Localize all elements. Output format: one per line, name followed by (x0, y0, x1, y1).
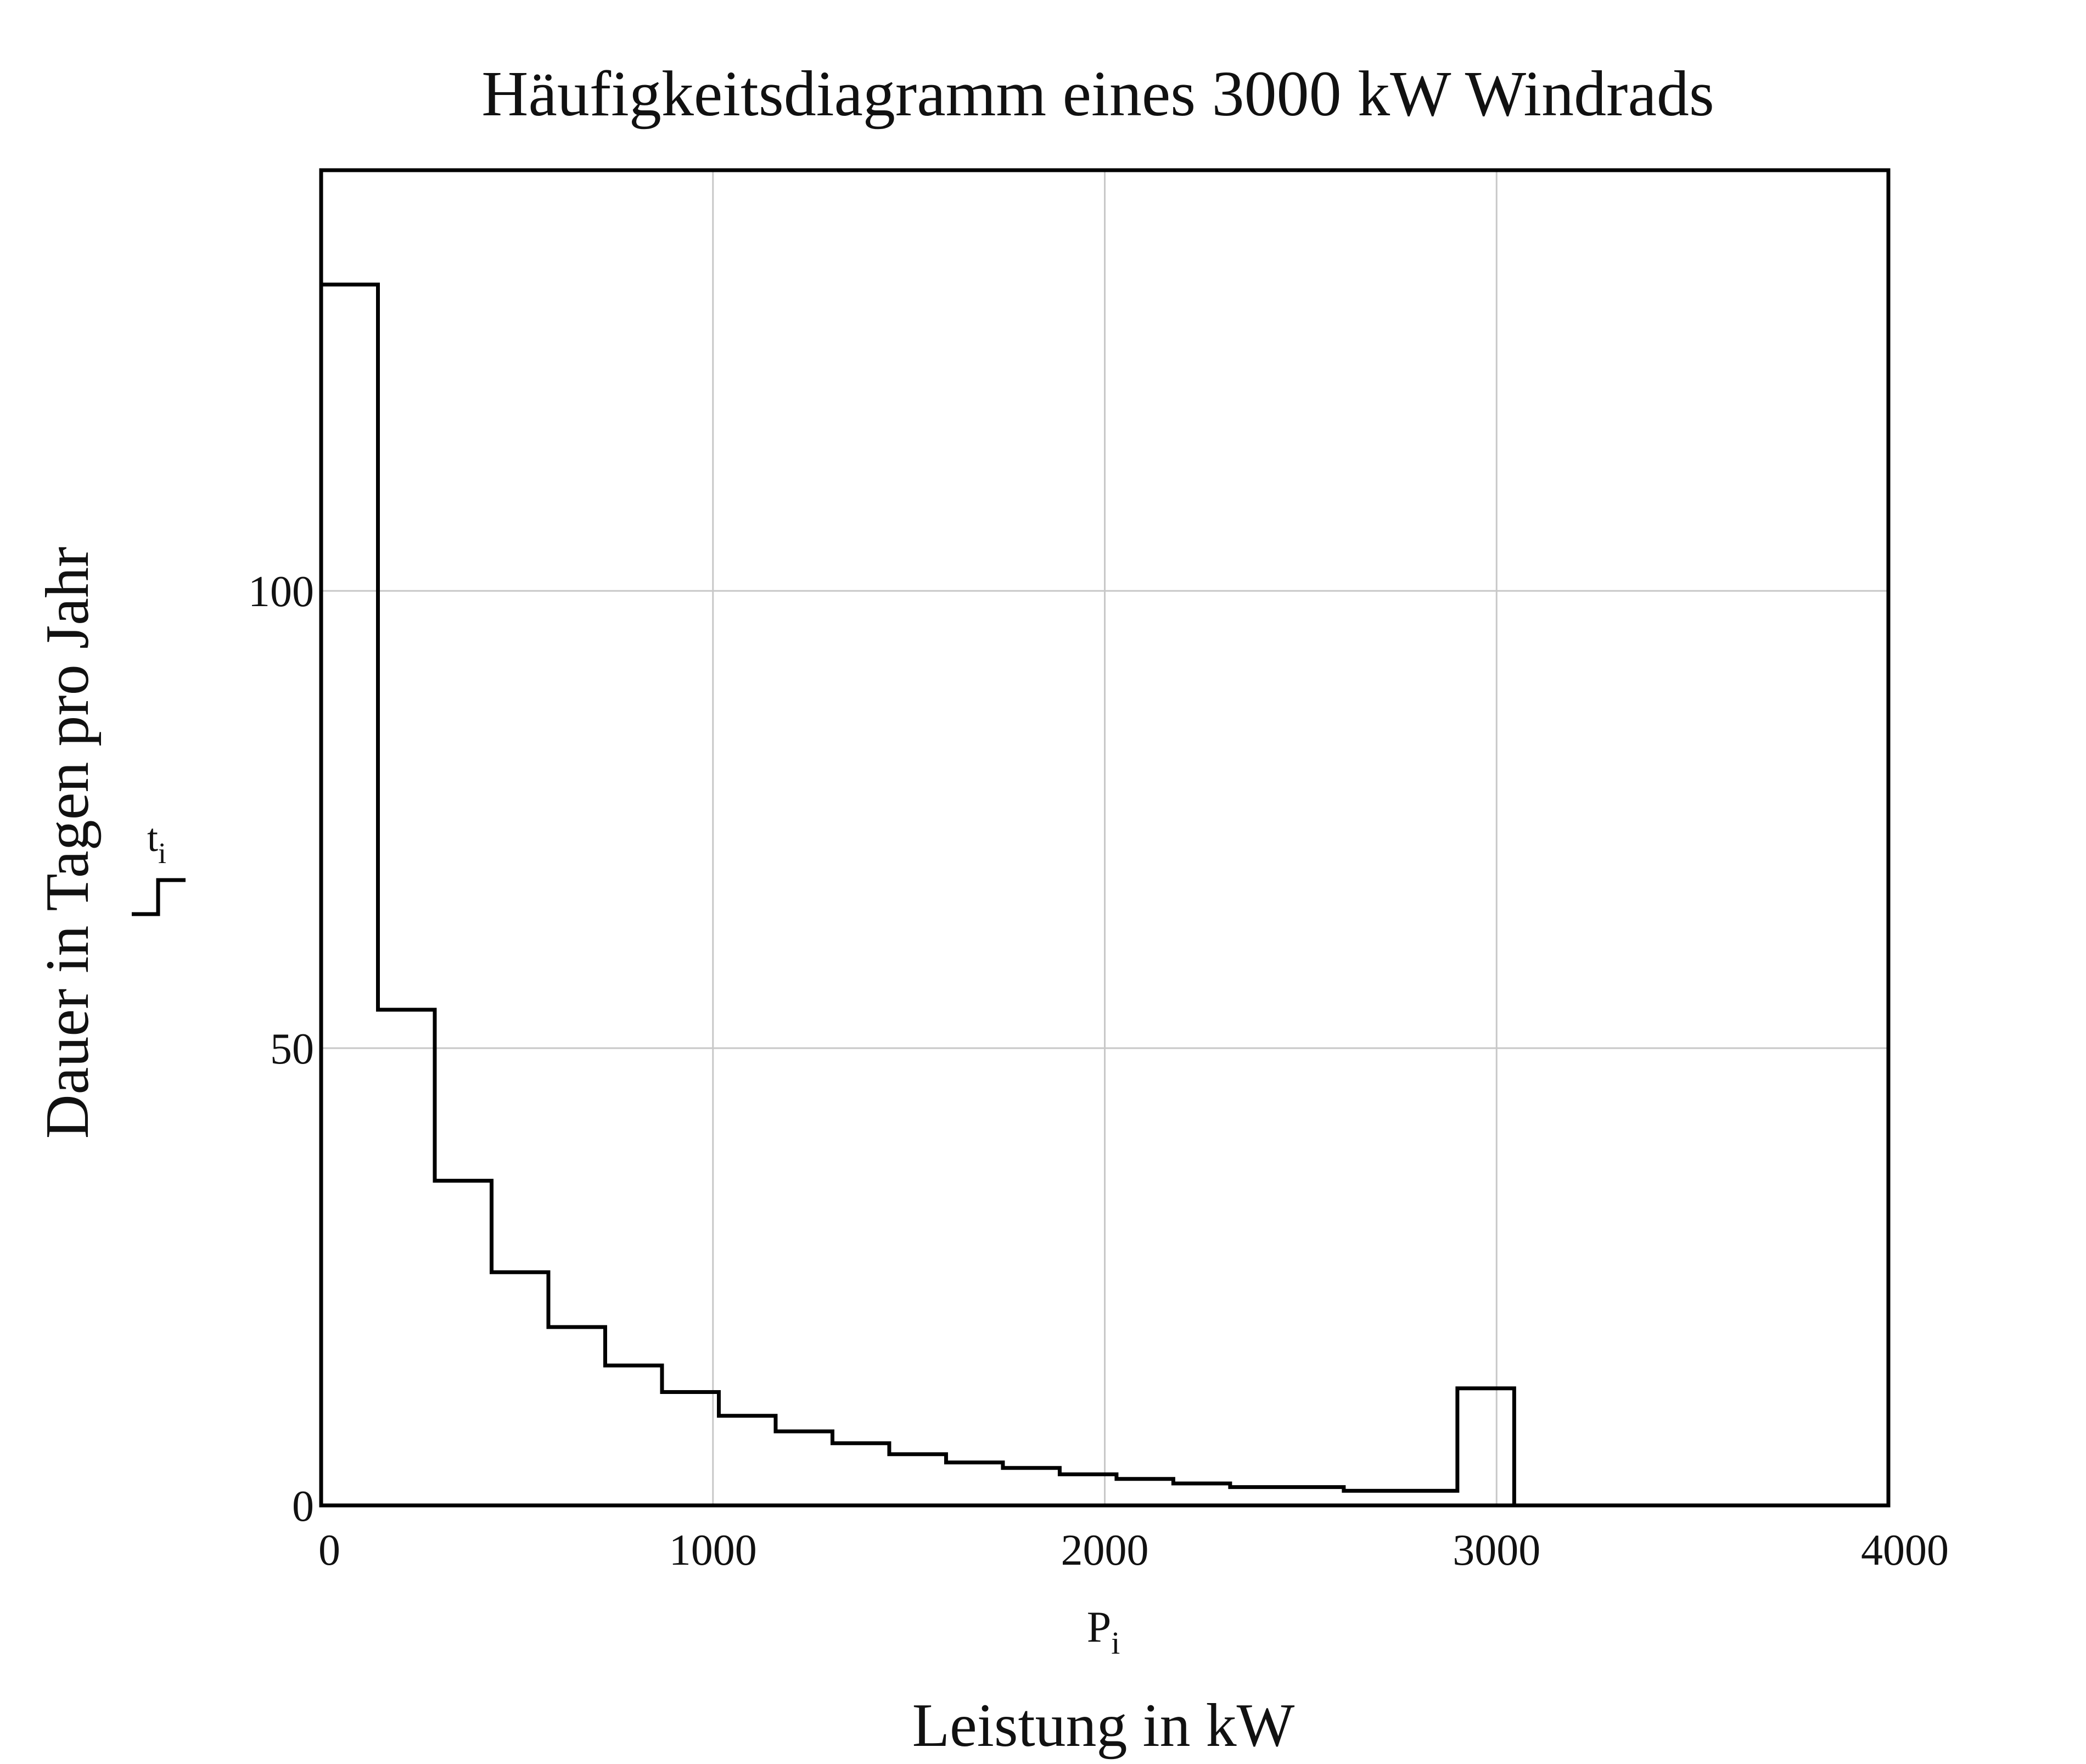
step-series-line (321, 282, 1516, 1505)
plot-frame (319, 168, 1891, 1508)
step-legend-icon (132, 878, 186, 916)
grid (320, 170, 1889, 1507)
y-tick-label: 100 (248, 568, 314, 616)
x-variable-label: Pi (1087, 1603, 1120, 1661)
y-axis-label: Dauer in Tagen pro Jahr (33, 547, 102, 1139)
x-variable-base: P (1087, 1603, 1112, 1651)
x-tick-label: 4000 (1861, 1526, 1949, 1575)
x-tick-label: 0 (318, 1526, 340, 1575)
x-tick-label: 1000 (669, 1526, 757, 1575)
y-variable-label: ti (147, 816, 166, 870)
x-tick-labels: 0 1000 2000 3000 4000 (318, 1526, 1949, 1575)
x-axis-label: Leistung in kW (912, 1692, 1295, 1760)
x-variable-sub: i (1111, 1625, 1120, 1661)
x-tick-label: 3000 (1453, 1526, 1540, 1575)
y-tick-label: 50 (270, 1025, 314, 1073)
y-variable-sub: i (158, 837, 166, 870)
y-tick-labels: 0 50 100 (248, 568, 314, 1531)
y-variable-base: t (147, 816, 158, 860)
y-tick-label: 0 (292, 1482, 314, 1531)
chart-title: Häufigkeitsdiagramm eines 3000 kW Windra… (481, 58, 1714, 130)
x-tick-label: 2000 (1061, 1526, 1149, 1575)
series (321, 282, 1516, 1505)
